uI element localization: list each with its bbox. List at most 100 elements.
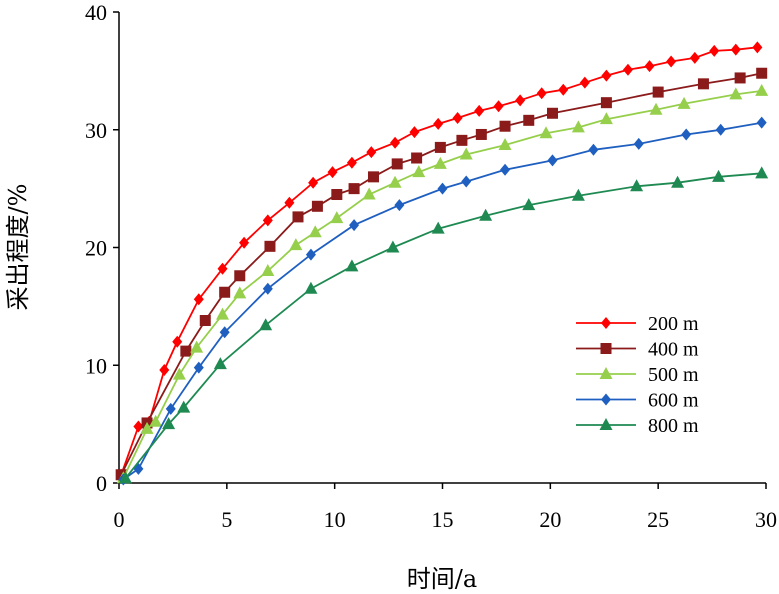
legend-label: 200 m bbox=[648, 313, 699, 335]
series-line bbox=[122, 121, 762, 481]
legend-marker bbox=[600, 343, 612, 354]
legend-item: 600 m bbox=[576, 390, 699, 412]
data-point bbox=[390, 136, 401, 149]
data-point bbox=[264, 240, 276, 252]
data-point bbox=[498, 138, 512, 151]
series-group bbox=[115, 41, 769, 486]
data-point bbox=[233, 286, 247, 299]
data-point bbox=[193, 293, 204, 306]
data-point bbox=[412, 165, 426, 178]
data-point bbox=[571, 120, 585, 133]
data-point bbox=[305, 248, 316, 261]
data-point bbox=[730, 43, 741, 56]
data-point bbox=[547, 154, 558, 167]
data-point bbox=[140, 421, 154, 434]
data-point bbox=[709, 44, 720, 57]
data-point bbox=[755, 83, 769, 96]
data-point bbox=[546, 107, 558, 119]
data-point bbox=[652, 86, 664, 98]
data-point bbox=[712, 169, 726, 182]
legend-marker bbox=[601, 317, 611, 329]
data-point bbox=[133, 462, 144, 475]
data-point bbox=[239, 236, 250, 249]
data-point bbox=[289, 238, 303, 251]
series-4 bbox=[118, 166, 769, 484]
legend-item: 500 m bbox=[576, 364, 699, 386]
data-point bbox=[689, 51, 700, 64]
data-point bbox=[292, 211, 304, 223]
data-point bbox=[671, 175, 685, 188]
data-point bbox=[366, 146, 377, 159]
data-point bbox=[346, 156, 357, 169]
data-point bbox=[571, 188, 585, 201]
data-point bbox=[433, 156, 447, 169]
data-point bbox=[345, 259, 359, 272]
y-tick-label: 40 bbox=[85, 0, 107, 25]
series-2 bbox=[116, 83, 769, 484]
data-point bbox=[180, 345, 192, 357]
data-point bbox=[216, 307, 230, 320]
data-point bbox=[394, 199, 405, 212]
y-tick-label: 10 bbox=[85, 353, 107, 378]
data-point bbox=[149, 414, 163, 427]
data-point bbox=[431, 221, 445, 234]
data-point bbox=[411, 152, 423, 164]
data-point bbox=[159, 363, 170, 376]
data-point bbox=[666, 55, 677, 68]
data-point bbox=[308, 225, 322, 238]
data-point bbox=[697, 78, 709, 90]
data-point bbox=[579, 76, 590, 89]
data-point bbox=[304, 281, 318, 294]
data-point bbox=[213, 357, 227, 370]
data-point bbox=[388, 175, 402, 188]
data-point bbox=[391, 158, 403, 170]
data-point bbox=[474, 104, 485, 117]
data-point bbox=[348, 183, 360, 195]
data-point bbox=[715, 123, 726, 136]
data-point bbox=[588, 143, 599, 156]
data-point bbox=[409, 126, 420, 139]
x-tick-label: 25 bbox=[647, 507, 669, 532]
data-point bbox=[681, 128, 692, 141]
legend-item: 200 m bbox=[576, 313, 699, 335]
data-point bbox=[456, 134, 468, 146]
y-axis-title: 采出程度/% bbox=[4, 184, 32, 311]
data-point bbox=[434, 141, 446, 153]
x-tick-label: 15 bbox=[432, 507, 454, 532]
y-tick-label: 20 bbox=[85, 236, 107, 261]
data-point bbox=[752, 41, 763, 54]
data-point bbox=[493, 100, 504, 113]
axes: 0 5 10 15 20 25 30 0 10 20 30 40 bbox=[85, 0, 777, 532]
data-point bbox=[433, 117, 444, 130]
data-point bbox=[756, 67, 768, 79]
x-tick-label: 10 bbox=[324, 507, 346, 532]
data-point bbox=[193, 361, 204, 374]
data-point bbox=[284, 196, 295, 209]
series-1 bbox=[115, 67, 768, 481]
data-point bbox=[729, 87, 743, 100]
x-tick-label: 0 bbox=[114, 507, 125, 532]
data-point bbox=[118, 471, 132, 484]
data-point bbox=[330, 211, 344, 224]
data-point bbox=[261, 264, 275, 277]
legend-marker bbox=[599, 367, 613, 379]
data-point bbox=[734, 72, 746, 84]
data-point bbox=[162, 417, 176, 430]
data-point bbox=[311, 200, 323, 212]
data-point bbox=[599, 112, 613, 125]
legend: 200 m 400 m 500 m 600 m 800 m bbox=[576, 313, 699, 437]
data-point bbox=[259, 318, 273, 331]
data-point bbox=[644, 60, 655, 73]
series-0 bbox=[116, 41, 763, 481]
data-point bbox=[475, 128, 487, 140]
legend-label: 500 m bbox=[648, 364, 699, 386]
data-point bbox=[165, 402, 176, 415]
data-point bbox=[234, 270, 246, 282]
x-tick-label: 20 bbox=[539, 507, 561, 532]
x-tick-label: 30 bbox=[755, 507, 777, 532]
data-point bbox=[367, 171, 379, 183]
legend-item: 800 m bbox=[576, 415, 699, 437]
data-point bbox=[515, 94, 526, 107]
data-point bbox=[172, 335, 183, 348]
